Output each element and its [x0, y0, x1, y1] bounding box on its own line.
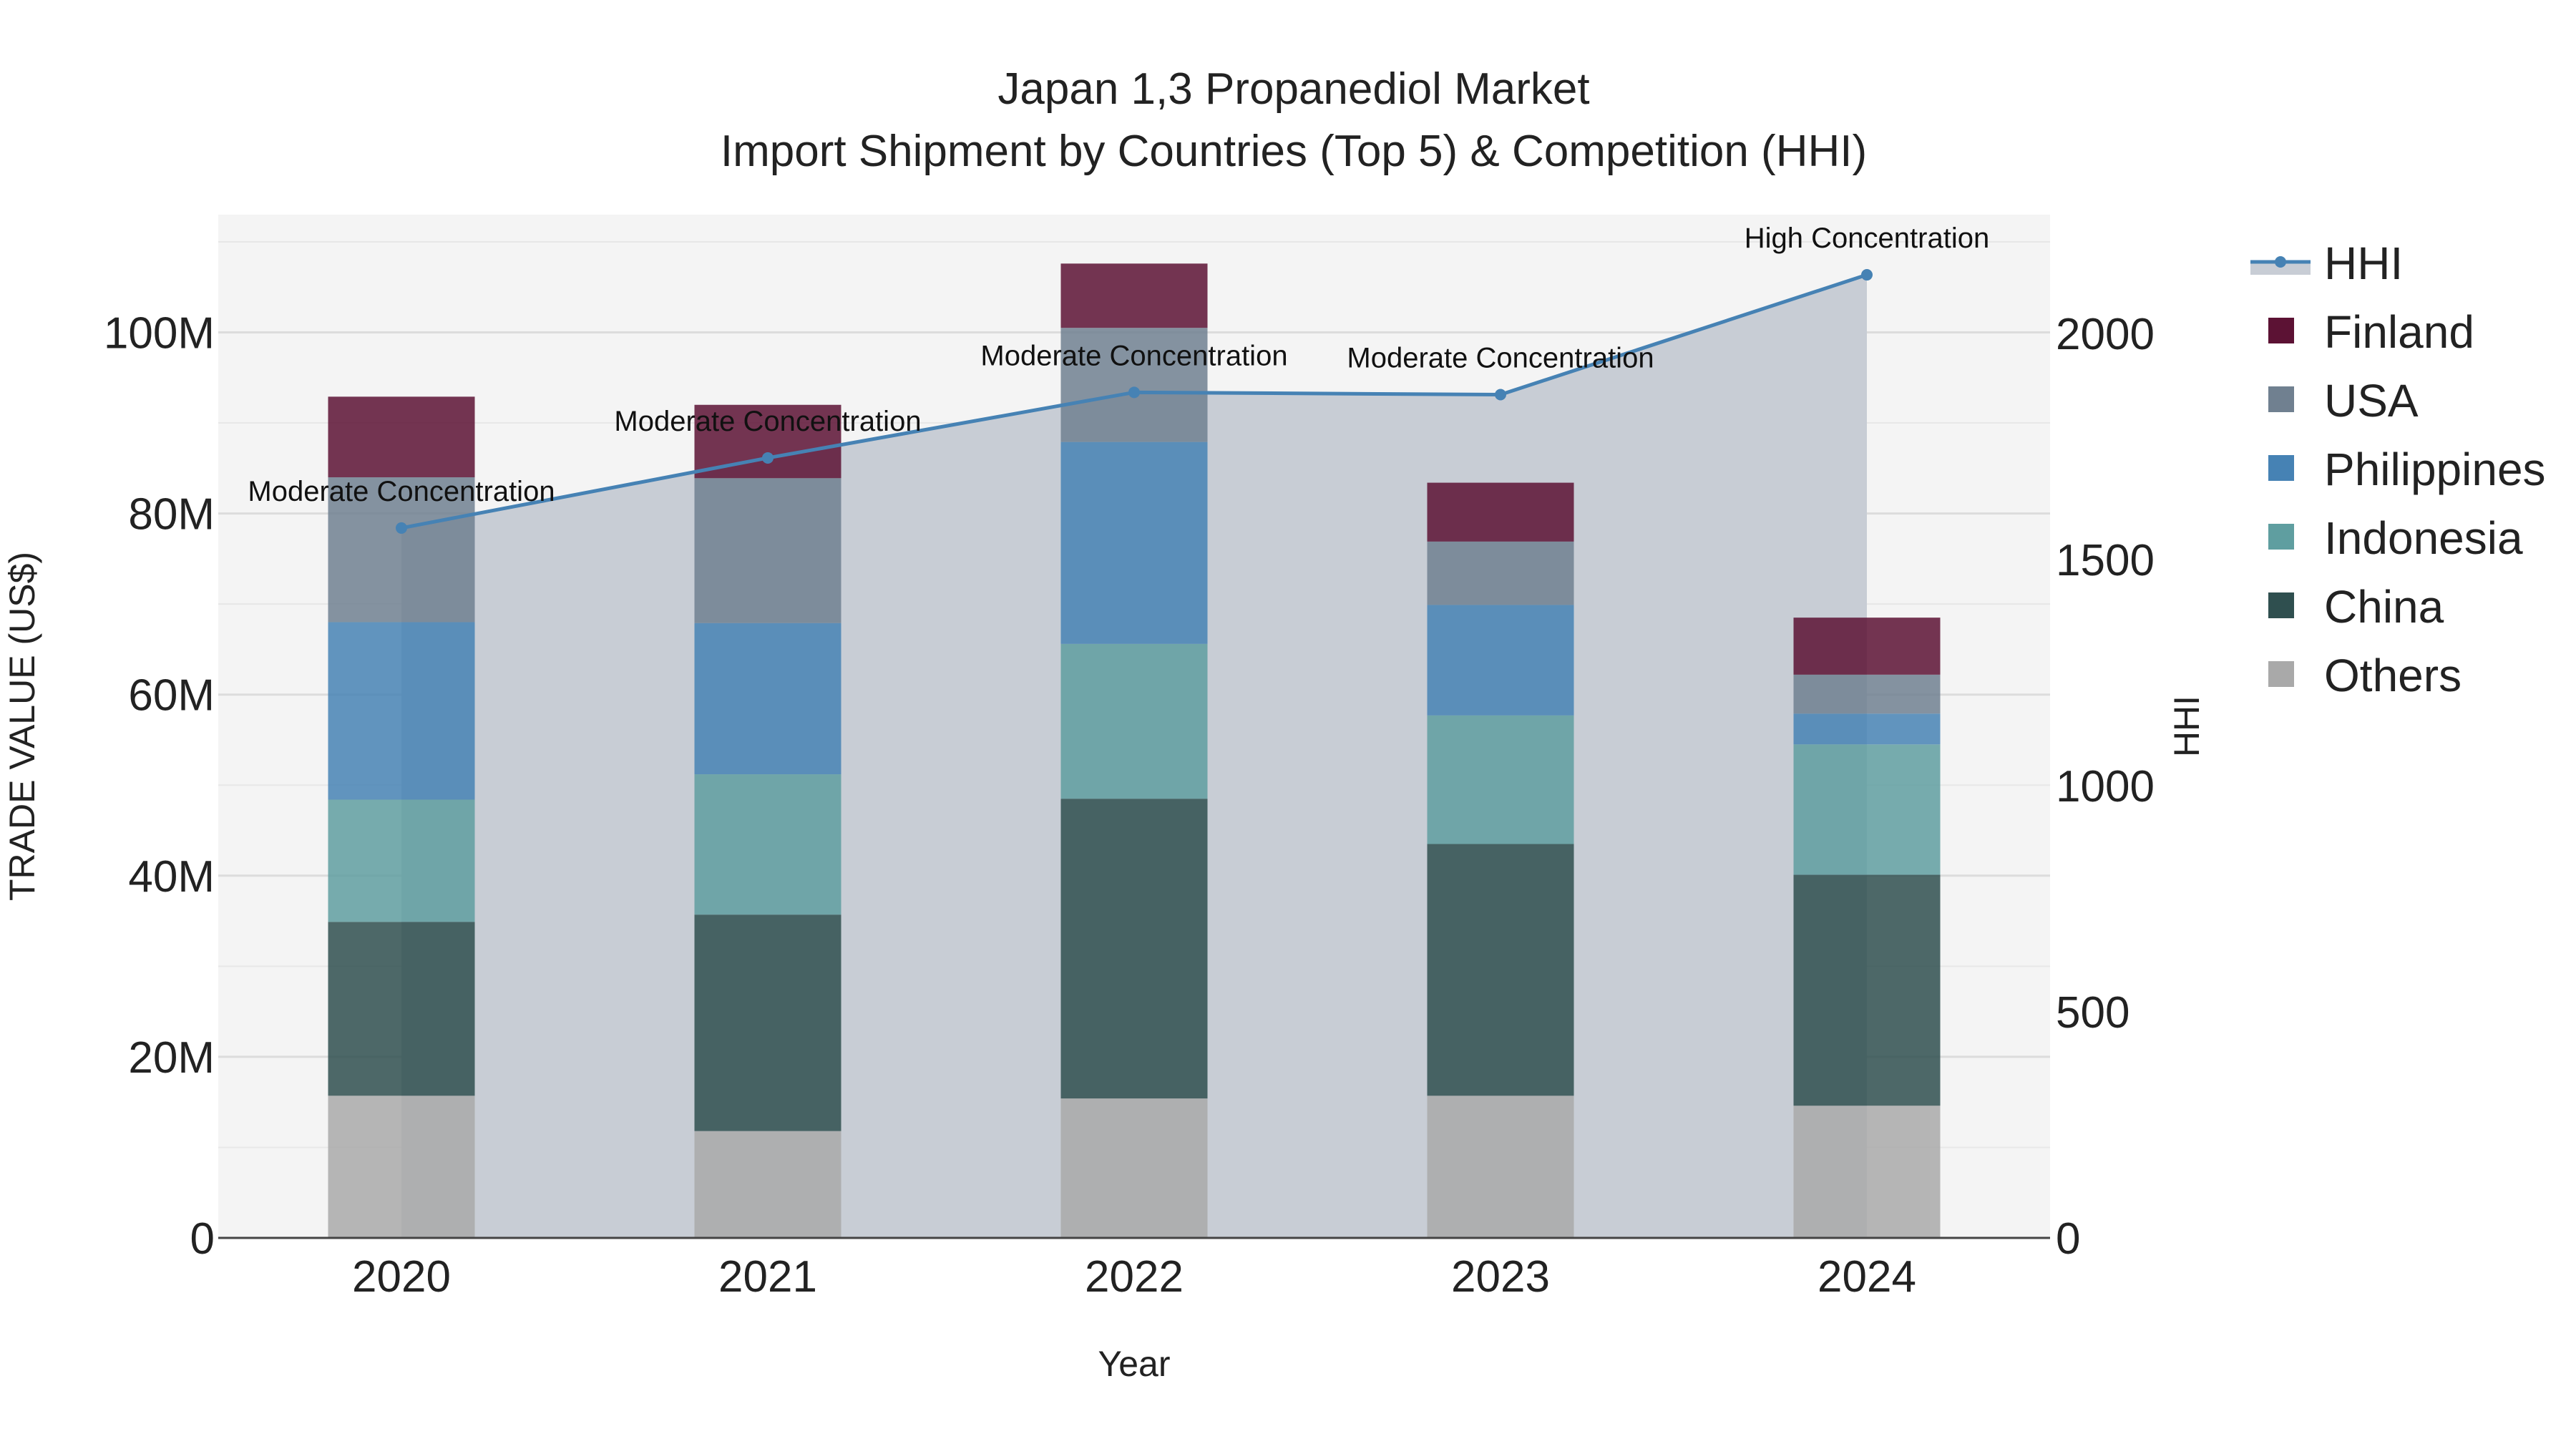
hhi-annotation-2023: Moderate Concentration: [1347, 342, 1654, 374]
bar-others-2024: [1793, 1106, 1941, 1238]
legend-finland-label: Finland: [2324, 306, 2474, 358]
bar-indonesia-2023: [1427, 715, 1574, 844]
bar-others-2022: [1060, 1098, 1208, 1238]
bar-usa-2022: [1060, 328, 1208, 442]
bar-china-2023: [1427, 844, 1574, 1096]
y2-tick-label: 0: [2056, 1214, 2080, 1264]
bar-indonesia-2021: [694, 774, 841, 915]
bar-layer: [328, 263, 1941, 1238]
y2-tick-label: 1000: [2056, 762, 2155, 811]
x-axis-title: Year: [1098, 1344, 1170, 1384]
bar-usa-2023: [1427, 541, 1574, 605]
hhi-annotation-2020: Moderate Concentration: [248, 476, 555, 507]
bar-indonesia-2020: [328, 799, 475, 922]
legend-china-swatch: [2268, 592, 2294, 618]
hhi-marker-2022: [1128, 386, 1140, 399]
bar-finland-2020: [328, 396, 475, 477]
y2-tick-label: 500: [2056, 988, 2129, 1038]
legend-philippines-label: Philippines: [2324, 444, 2546, 495]
hhi-marker-2024: [1861, 269, 1873, 281]
bar-finland-2022: [1060, 263, 1208, 328]
legend-finland-swatch: [2268, 318, 2294, 343]
x-tick-label: 2021: [718, 1252, 817, 1302]
legend-usa-swatch: [2268, 386, 2294, 412]
bar-philippines-2023: [1427, 605, 1574, 716]
bar-philippines-2020: [328, 622, 475, 800]
legend-hhi-marker: [2275, 256, 2286, 268]
y-axis-ticks: 0 20M 40M 60M 80M 100M: [104, 309, 215, 1264]
hhi-annotation-2024: High Concentration: [1745, 223, 1989, 254]
legend-indonesia-swatch: [2268, 524, 2294, 550]
annotation-layer: Moderate Concentration Moderate Concentra…: [248, 223, 1989, 507]
hhi-line-layer: [396, 269, 1873, 534]
chart-title-line2: Import Shipment by Countries (Top 5) & C…: [721, 127, 1867, 176]
y-tick-label: 60M: [128, 671, 215, 721]
bar-china-2020: [328, 922, 475, 1096]
hhi-marker-2023: [1495, 389, 1506, 401]
bar-usa-2024: [1793, 674, 1941, 714]
bar-others-2020: [328, 1096, 475, 1238]
y-tick-label: 0: [190, 1214, 215, 1264]
legend-indonesia-label: Indonesia: [2324, 512, 2523, 564]
y2-axis-title: HHI: [2167, 696, 2207, 757]
legend: HHI Finland USA Philippines Indonesia China Ot…: [2250, 238, 2546, 701]
y-tick-label: 100M: [104, 309, 215, 358]
hhi-marker-2021: [762, 452, 774, 464]
chart-title-line1: Japan 1,3 Propanediol Market: [997, 64, 1589, 114]
legend-philippines-swatch: [2268, 455, 2294, 481]
x-tick-label: 2020: [352, 1252, 451, 1302]
bar-others-2021: [694, 1131, 841, 1238]
bar-china-2024: [1793, 874, 1941, 1106]
y-tick-label: 40M: [128, 852, 215, 902]
bar-usa-2020: [328, 477, 475, 623]
x-axis-ticks: 2020 2021 2022 2023 2024: [352, 1252, 1916, 1302]
y-tick-label: 80M: [128, 490, 215, 540]
y-axis-title: TRADE VALUE (US$): [2, 552, 42, 901]
legend-china-label: China: [2324, 581, 2444, 633]
bar-indonesia-2024: [1793, 744, 1941, 875]
x-tick-label: 2023: [1451, 1252, 1550, 1302]
y2-axis-ticks: 0 500 1000 1500 2000: [2056, 310, 2155, 1264]
legend-others-label: Others: [2324, 650, 2462, 701]
legend-usa-label: USA: [2324, 375, 2419, 426]
legend-hhi-label: HHI: [2324, 238, 2403, 289]
x-tick-label: 2022: [1085, 1252, 1184, 1302]
y-tick-label: 20M: [128, 1033, 215, 1083]
bar-philippines-2024: [1793, 713, 1941, 745]
legend-others-swatch: [2268, 661, 2294, 687]
y2-tick-label: 2000: [2056, 310, 2155, 359]
bar-china-2021: [694, 914, 841, 1131]
y2-tick-label: 1500: [2056, 536, 2155, 585]
x-tick-label: 2024: [1818, 1252, 1916, 1302]
bar-philippines-2022: [1060, 441, 1208, 644]
bar-philippines-2021: [694, 623, 841, 775]
bar-others-2023: [1427, 1096, 1574, 1238]
bar-finland-2023: [1427, 482, 1574, 542]
bar-finland-2024: [1793, 618, 1941, 675]
hhi-marker-2020: [396, 522, 407, 534]
bar-usa-2021: [694, 478, 841, 623]
bar-china-2022: [1060, 799, 1208, 1099]
bar-indonesia-2022: [1060, 643, 1208, 799]
hhi-annotation-2022: Moderate Concentration: [980, 340, 1287, 371]
hhi-annotation-2021: Moderate Concentration: [614, 406, 921, 437]
